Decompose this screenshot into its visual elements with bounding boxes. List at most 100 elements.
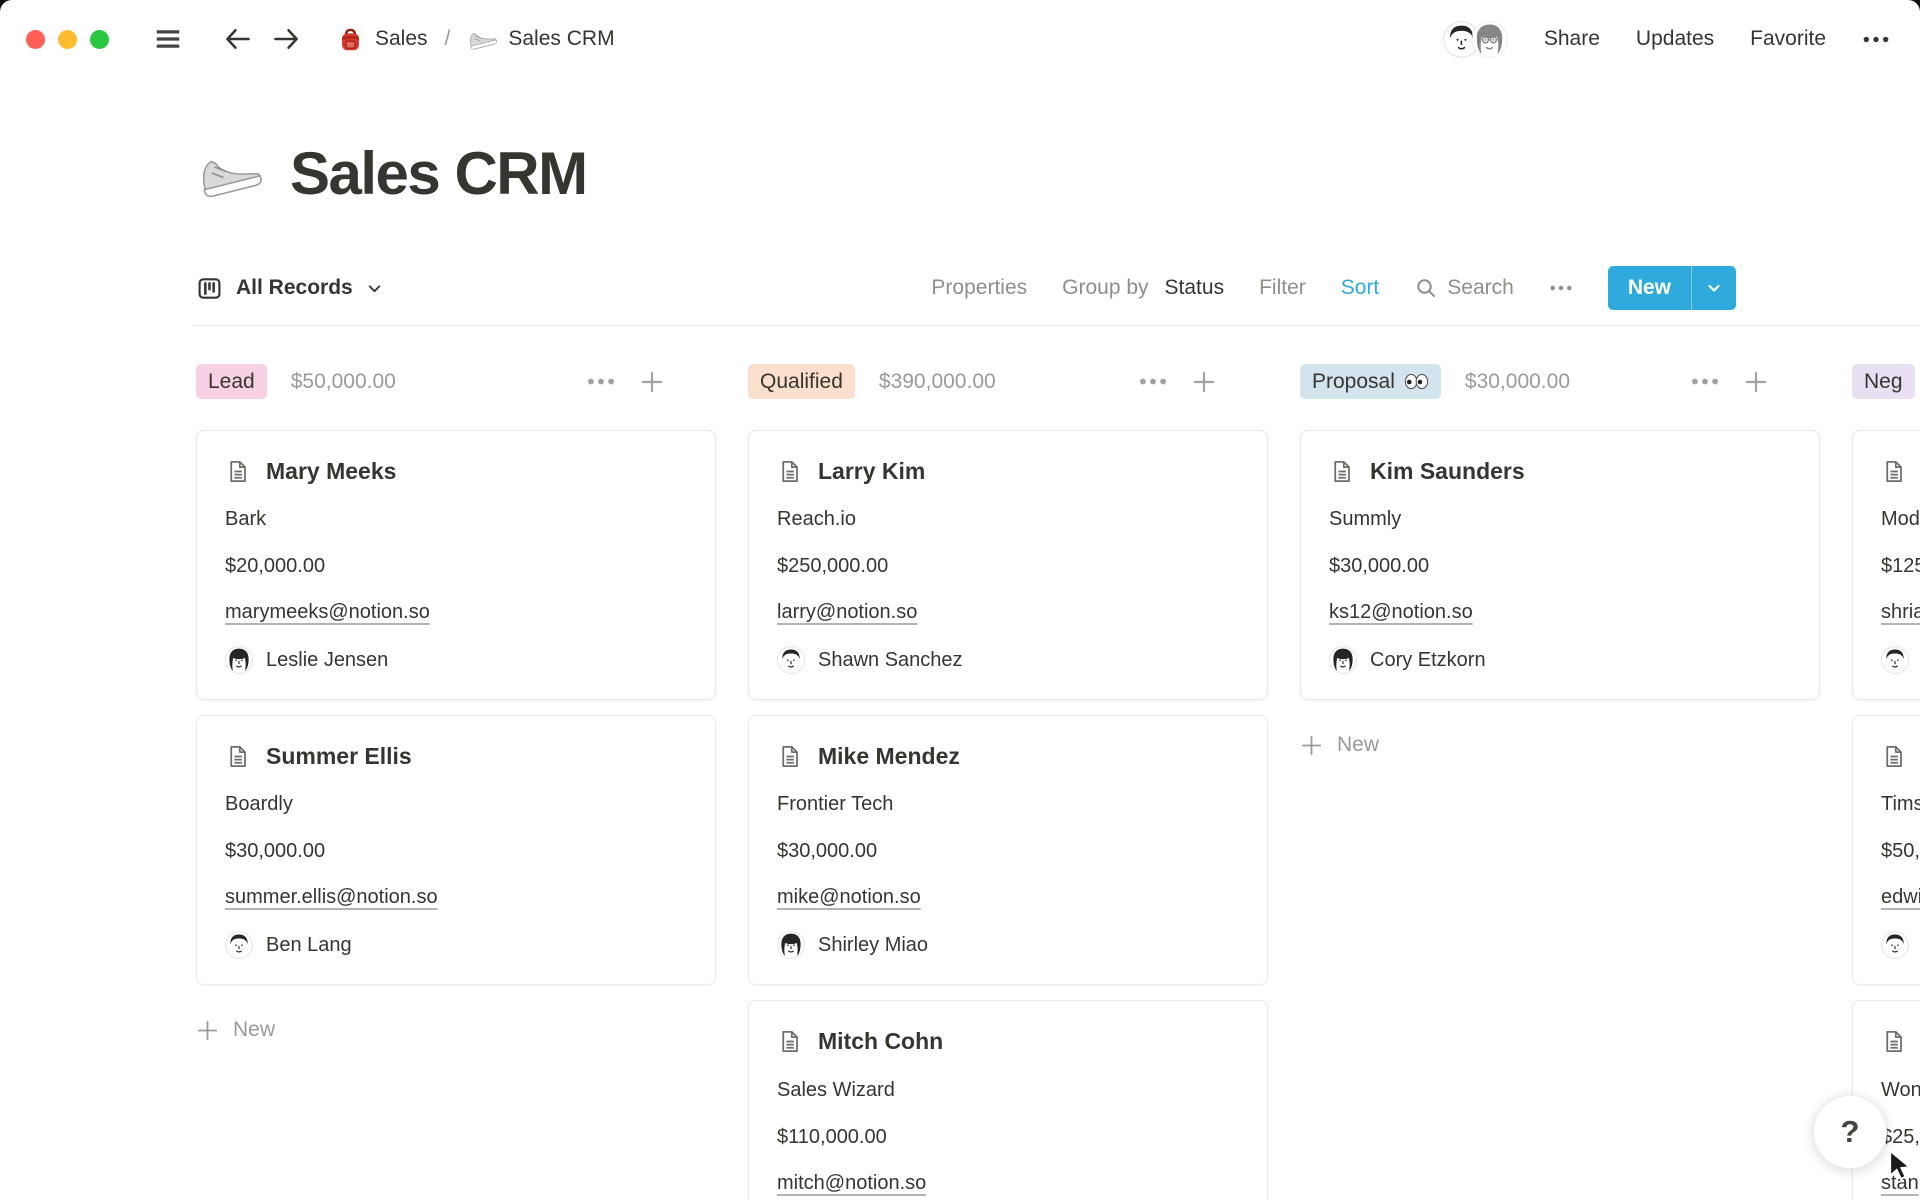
column-add-button[interactable]: [1192, 370, 1216, 394]
column-more-button[interactable]: [1138, 377, 1168, 386]
record-card[interactable]: S Mode $125 shria E: [1852, 430, 1920, 700]
record-card[interactable]: Mike Mendez Frontier Tech $30,000.00 mik…: [748, 715, 1268, 985]
backpack-icon: [342, 28, 359, 50]
plus-icon: [1745, 371, 1767, 392]
board-column: Lead $50,000.00: [196, 363, 716, 1042]
view-more-button[interactable]: [1549, 284, 1573, 292]
person: Shirley Miao: [777, 930, 1239, 960]
card-email-link[interactable]: edwi: [1881, 885, 1920, 908]
column-more-button[interactable]: [586, 377, 616, 386]
card-title-row: Mike Mendez: [777, 740, 1239, 772]
zoom-window-button[interactable]: [90, 29, 109, 49]
traffic-lights: [26, 29, 109, 49]
record-card[interactable]: Mitch Cohn Sales Wizard $110,000.00 mitc…: [748, 1000, 1268, 1200]
minimize-window-button[interactable]: [58, 29, 77, 49]
column-header: Proposal $30,000.00: [1300, 363, 1820, 400]
person-avatar: [1881, 931, 1909, 959]
view-switcher[interactable]: All Records: [196, 275, 383, 302]
column-header-actions: [586, 370, 664, 394]
add-card-button[interactable]: New: [1300, 733, 1379, 757]
column-more-button[interactable]: [1690, 377, 1720, 386]
plus-icon: [1193, 371, 1215, 392]
properties-button[interactable]: Properties: [931, 276, 1028, 299]
page-icon: [782, 745, 798, 767]
close-window-button[interactable]: [26, 29, 45, 49]
sneaker-icon: [470, 32, 498, 50]
card-email-link[interactable]: stan: [1881, 1172, 1919, 1195]
eyes-icon: [1404, 373, 1428, 390]
card-email-link[interactable]: larry@notion.so: [777, 600, 918, 623]
card-amount: $20,000.00: [225, 554, 326, 577]
toolbar-actions: Properties Group by Status Filter Sort S…: [931, 266, 1736, 310]
forward-button[interactable]: [271, 24, 301, 54]
card-amount: $125: [1881, 554, 1920, 577]
card-amount: $50,: [1881, 839, 1920, 862]
record-card[interactable]: E Tims $50, edwi H: [1852, 715, 1920, 985]
person-avatar: [225, 646, 253, 674]
page-icon: [230, 460, 246, 482]
record-card[interactable]: Summer Ellis Boardly $30,000.00 summer.e…: [196, 715, 716, 985]
card-email-link[interactable]: ks12@notion.so: [1329, 600, 1473, 623]
page-icon: [230, 745, 246, 767]
card-company: Tims: [1881, 793, 1920, 816]
status-badge[interactable]: Qualified: [748, 364, 855, 399]
person-name: Leslie Jensen: [266, 649, 389, 671]
card-email-link[interactable]: summer.ellis@notion.so: [225, 885, 438, 908]
card-amount: $25,0: [1881, 1125, 1920, 1148]
back-button[interactable]: [223, 24, 253, 54]
add-card-button[interactable]: New: [196, 1018, 275, 1042]
page-title[interactable]: Sales CRM: [290, 140, 588, 207]
group-by-button[interactable]: Group by Status: [1062, 276, 1224, 300]
card-email-link[interactable]: marymeeks@notion.so: [225, 600, 430, 623]
page-more-button[interactable]: [1862, 35, 1890, 44]
card-email-link[interactable]: mitch@notion.so: [777, 1172, 927, 1195]
sneaker-icon[interactable]: [196, 148, 262, 200]
button-divider: [1691, 266, 1692, 310]
filter-button[interactable]: Filter: [1259, 276, 1306, 299]
record-card[interactable]: Mary Meeks Bark $20,000.00 marymeeks@not…: [196, 430, 716, 700]
new-record-button[interactable]: New: [1607, 266, 1736, 310]
share-button[interactable]: Share: [1543, 27, 1600, 50]
breadcrumb-item-sales-crm[interactable]: Sales CRM: [467, 27, 615, 51]
card-amount: $30,000.00: [225, 839, 326, 862]
person: Ben Lang: [225, 930, 687, 960]
record-card[interactable]: Kim Saunders Summly $30,000.00 ks12@noti…: [1300, 430, 1820, 700]
card-title-row: Kim Saunders: [1329, 455, 1791, 487]
collaborator-avatars[interactable]: [1442, 20, 1508, 58]
help-button[interactable]: ?: [1813, 1095, 1887, 1169]
chevron-down-icon: [368, 284, 380, 292]
card-company: Boardly: [225, 793, 293, 816]
back-arrow-icon: [226, 29, 250, 49]
person-name: Shirley Miao: [818, 934, 929, 956]
page-icon: [1334, 460, 1350, 482]
status-badge[interactable]: Proposal: [1300, 364, 1441, 399]
breadcrumb-item-sales[interactable]: Sales: [337, 26, 428, 53]
sort-button[interactable]: Sort: [1340, 276, 1380, 299]
card-company: Reach.io: [777, 508, 856, 531]
column-add-button[interactable]: [640, 370, 664, 394]
status-badge[interactable]: Neg: [1852, 364, 1915, 399]
record-card[interactable]: Larry Kim Reach.io $250,000.00 larry@not…: [748, 430, 1268, 700]
new-record-dropdown[interactable]: [1692, 266, 1736, 310]
status-badge[interactable]: Lead: [196, 364, 267, 399]
plus-icon: [641, 371, 663, 392]
favorite-button[interactable]: Favorite: [1750, 27, 1826, 50]
card-email-link[interactable]: mike@notion.so: [777, 885, 921, 908]
chevron-down-icon: [1708, 284, 1720, 292]
card-email-link[interactable]: shria: [1881, 600, 1920, 623]
collaborator-avatar: [1470, 20, 1508, 58]
sidebar-toggle-button[interactable]: [153, 24, 183, 54]
column-header-actions: [1138, 370, 1216, 394]
column-add-button[interactable]: [1744, 370, 1768, 394]
breadcrumb-label: Sales CRM: [508, 27, 615, 50]
updates-button[interactable]: Updates: [1635, 27, 1715, 50]
card-list: Kim Saunders Summly $30,000.00 ks12@noti…: [1300, 430, 1820, 700]
card-list: Mary Meeks Bark $20,000.00 marymeeks@not…: [196, 430, 716, 985]
search-button[interactable]: Search: [1414, 276, 1514, 300]
status-badge-label: Qualified: [760, 370, 843, 393]
card-amount: $110,000.00: [777, 1125, 887, 1148]
person-avatar: [1329, 646, 1357, 674]
forward-arrow-icon: [274, 29, 298, 49]
card-title-row: S: [1881, 455, 1920, 487]
more-icon: [1691, 378, 1719, 385]
